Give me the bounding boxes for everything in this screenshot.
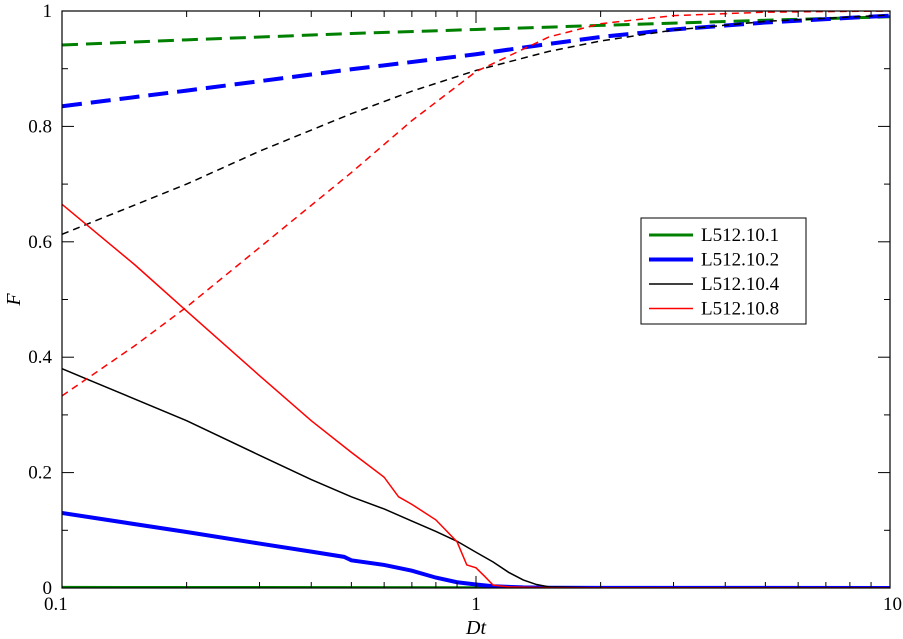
y-tick-label: 1	[43, 1, 53, 22]
series-line-L512-10-1-dashed	[62, 15, 890, 47]
x-axis-label: Dt	[465, 617, 486, 639]
x-tick-label: 1	[471, 594, 481, 615]
series-line-L512-10-4-solid	[62, 368, 890, 588]
legend-entry-label: L512.10.2	[701, 250, 779, 271]
series-line-L512-10-4-dashed	[62, 14, 890, 235]
series-line-L512-10-8-dashed	[62, 11, 890, 397]
legend-entry-label: L512.10.8	[701, 299, 779, 320]
y-tick-label: 0.2	[28, 463, 52, 484]
legend-entry-label: L512.10.4	[701, 274, 780, 295]
y-tick-label: 0.4	[28, 347, 52, 368]
y-tick-label: 0.8	[28, 116, 52, 137]
y-tick-label: 0.6	[28, 232, 52, 253]
legend-entry-label: L512.10.1	[701, 225, 779, 246]
series-line-L512-10-8-solid	[62, 203, 890, 588]
x-tick-label: 0.1	[44, 594, 68, 615]
y-axis-label: F	[3, 293, 25, 307]
y-tick-label: 0	[43, 578, 53, 599]
x-tick-label: 10	[883, 594, 902, 615]
